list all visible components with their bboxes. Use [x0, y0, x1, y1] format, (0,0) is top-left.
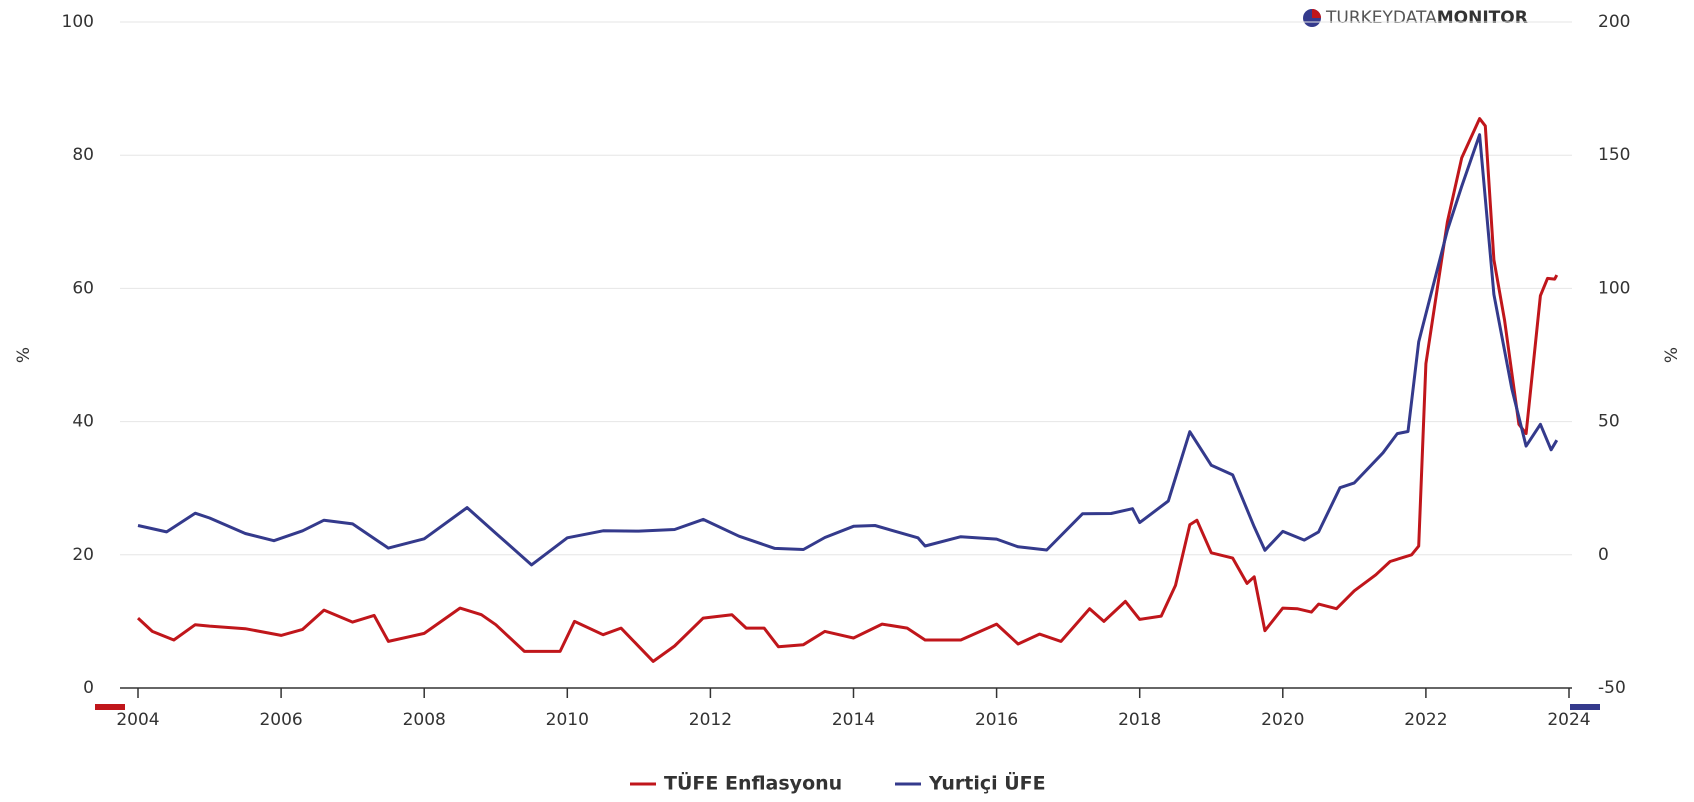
legend-label: TÜFE Enflasyonu: [664, 771, 842, 795]
x-tick-label: 2024: [1547, 710, 1590, 730]
line-series: [137, 133, 1559, 567]
x-tick-label: 2004: [116, 710, 159, 730]
y2-tick-label: -50: [1598, 678, 1626, 698]
logo-icon-part: [1312, 9, 1321, 18]
x-tick-label: 2016: [975, 710, 1018, 730]
x-tick-label: 2012: [689, 710, 732, 730]
y2-tick-label: 50: [1598, 412, 1620, 432]
y2-axis-indicator: [1570, 704, 1600, 710]
x-tick-label: 2022: [1404, 710, 1447, 730]
y-tick-label: 60: [72, 278, 94, 298]
y2-axis-label: %: [1662, 347, 1682, 363]
x-tick-label: 2014: [832, 710, 875, 730]
line-series: [136, 117, 1559, 663]
legend-label: Yurtiçi ÜFE: [928, 771, 1046, 795]
y-axis-indicator: [95, 704, 125, 710]
x-tick-label: 2018: [1118, 710, 1161, 730]
y2-tick-label: 200: [1598, 12, 1630, 32]
x-tick-label: 2010: [546, 710, 589, 730]
y-tick-label: 40: [72, 412, 94, 432]
y2-tick-label: 150: [1598, 145, 1630, 165]
y-tick-label: 0: [83, 678, 94, 698]
y-axis-label: %: [14, 347, 34, 363]
y2-tick-label: 0: [1598, 545, 1609, 565]
x-tick-label: 2008: [403, 710, 446, 730]
y2-tick-label: 100: [1598, 278, 1630, 298]
y-tick-label: 100: [62, 12, 94, 32]
y-tick-label: 20: [72, 545, 94, 565]
x-tick-label: 2006: [259, 710, 302, 730]
logo-light: TURKEYDATA: [1325, 8, 1437, 28]
x-tick-label: 2020: [1261, 710, 1304, 730]
y-tick-label: 80: [72, 145, 94, 165]
logo: TURKEYDATAMONITOR: [1325, 8, 1528, 28]
logo-bold: MONITOR: [1437, 8, 1528, 28]
